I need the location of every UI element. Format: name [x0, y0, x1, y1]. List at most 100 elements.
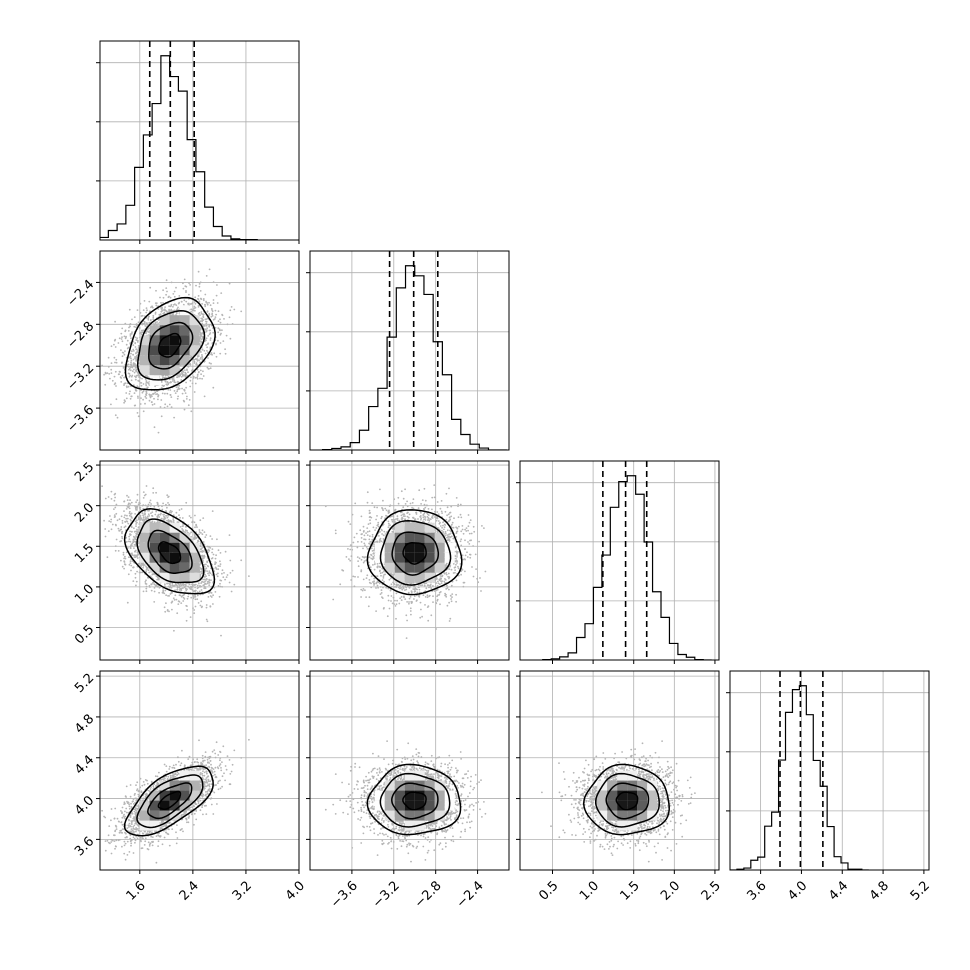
scatter-point [182, 584, 185, 587]
scatter-point [132, 365, 135, 367]
scatter-point [124, 322, 127, 325]
scatter-point [135, 359, 138, 361]
scatter-point [162, 302, 164, 304]
scatter-point [123, 526, 126, 529]
scatter-point [155, 289, 157, 292]
scatter-point [202, 581, 205, 583]
scatter-point [191, 589, 194, 591]
scatter-point [202, 541, 205, 543]
scatter-point [172, 597, 175, 600]
scatter-point [154, 391, 157, 394]
scatter-point [145, 322, 148, 325]
scatter-point [187, 404, 190, 407]
scatter-point [129, 333, 132, 335]
scatter-point [161, 392, 164, 395]
scatter-point [208, 574, 211, 577]
scatter-point [124, 329, 127, 332]
scatter-point [145, 375, 148, 378]
scatter-point [120, 377, 123, 379]
scatter-point [178, 514, 180, 517]
scatter-point [141, 512, 144, 515]
scatter-point [164, 403, 167, 406]
scatter-point [120, 559, 122, 562]
scatter-point [142, 390, 145, 393]
scatter-point [183, 388, 186, 391]
scatter-point [115, 512, 118, 515]
scatter-point [127, 330, 130, 332]
scatter-point [169, 389, 172, 391]
scatter-point [178, 509, 181, 511]
scatter-point [178, 384, 181, 387]
scatter-point [165, 602, 167, 605]
scatter-point [174, 392, 177, 394]
scatter-point [152, 316, 155, 319]
scatter-point [142, 497, 145, 499]
panel-content [310, 251, 509, 450]
scatter-point [209, 535, 212, 537]
scatter-point [214, 316, 217, 318]
scatter-point [218, 595, 221, 598]
scatter-point [135, 348, 138, 351]
density-cell [159, 365, 170, 376]
scatter-point [114, 346, 117, 348]
scatter-point [160, 386, 163, 389]
scatter-point [125, 335, 127, 338]
scatter-point [131, 374, 134, 377]
scatter-point [177, 603, 180, 605]
scatter-point [123, 516, 126, 519]
scatter-point [185, 386, 188, 389]
scatter-point [180, 508, 183, 510]
scatter-point [130, 501, 133, 504]
scatter-point [180, 371, 183, 374]
scatter-point [130, 350, 133, 353]
scatter-point [205, 330, 208, 333]
scatter-point [199, 377, 201, 380]
scatter-point [207, 580, 210, 583]
scatter-point [211, 551, 214, 554]
scatter-point [141, 322, 144, 325]
scatter-point [211, 312, 214, 315]
scatter-point [216, 538, 218, 541]
scatter-point [145, 590, 148, 593]
scatter-point [136, 356, 139, 359]
scatter-point [197, 306, 200, 308]
scatter-point [191, 370, 193, 372]
scatter-point [172, 293, 175, 295]
scatter-point [155, 491, 158, 494]
scatter-point [179, 583, 182, 585]
scatter-point [146, 381, 149, 384]
scatter-point [146, 330, 148, 333]
scatter-point [129, 540, 132, 543]
scatter-point [120, 515, 123, 518]
scatter-point [123, 376, 125, 379]
scatter-point [140, 565, 142, 568]
scatter-point [139, 382, 142, 384]
scatter-point [110, 372, 113, 374]
scatter-point [137, 503, 140, 506]
scatter-point [182, 282, 184, 285]
scatter-point [205, 301, 208, 304]
panel-content [100, 251, 299, 450]
scatter-point [212, 331, 215, 334]
scatter-point [121, 327, 124, 330]
scatter-point [211, 309, 213, 311]
scatter-point [196, 376, 198, 379]
scatter-point [162, 296, 165, 299]
scatter-point [190, 410, 193, 413]
scatter-point [149, 505, 152, 507]
scatter-point [123, 567, 125, 570]
scatter-point [196, 364, 199, 367]
histogram-step-line [321, 265, 507, 450]
scatter-point [133, 362, 136, 365]
scatter-point [124, 382, 127, 385]
scatter-point [221, 572, 223, 575]
scatter-point [139, 403, 142, 405]
scatter-point [146, 328, 149, 331]
scatter-point [203, 578, 206, 581]
scatter-point [185, 372, 187, 375]
scatter-point [117, 550, 120, 552]
scatter-point [157, 398, 159, 401]
scatter-point [165, 293, 168, 296]
scatter-point [200, 338, 203, 341]
scatter-point [164, 589, 167, 592]
